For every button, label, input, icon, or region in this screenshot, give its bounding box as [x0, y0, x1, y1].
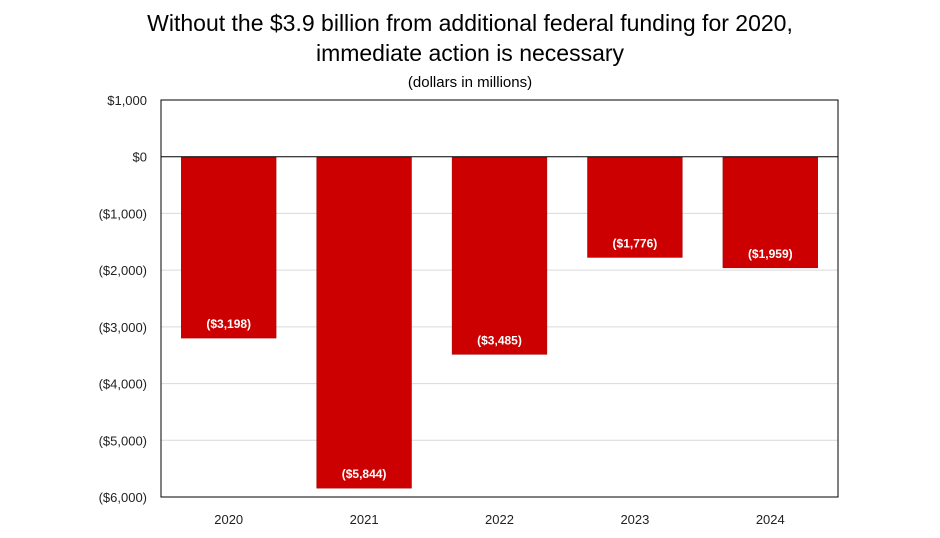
chart-title-line2: immediate action is necessary — [315, 40, 625, 66]
y-tick-label: ($2,000) — [99, 263, 147, 278]
chart-subtitle: (dollars in millions) — [407, 74, 533, 91]
data-label-2023: ($1,776) — [613, 236, 658, 250]
y-tick-label: ($5,000) — [99, 433, 147, 448]
x-tick-label-2020: 2020 — [214, 512, 243, 527]
data-label-2021: ($5,844) — [342, 467, 387, 481]
bar-2020 — [181, 156, 277, 339]
bar-2022 — [451, 156, 548, 355]
y-tick-label: ($6,000) — [99, 490, 147, 505]
data-label-2020: ($3,198) — [206, 317, 251, 331]
x-tick-label-2022: 2022 — [485, 512, 514, 527]
data-label-2024: ($1,959) — [748, 247, 793, 261]
bar-2023 — [587, 156, 683, 258]
x-tick-label-2024: 2024 — [756, 512, 785, 527]
data-label-2022: ($3,485) — [477, 333, 522, 347]
chart-title: Without the $3.9 billion from additional… — [0, 8, 940, 68]
x-tick-label-2023: 2023 — [620, 512, 649, 527]
y-tick-label: $0 — [133, 150, 147, 165]
y-tick-label: ($1,000) — [99, 206, 147, 221]
x-tick-label-2021: 2021 — [350, 512, 379, 527]
y-tick-label: ($4,000) — [99, 377, 147, 392]
y-tick-label: $1,000 — [107, 93, 147, 108]
y-tick-label: ($3,000) — [99, 320, 147, 335]
chart-title-line1: Without the $3.9 billion from additional… — [147, 10, 793, 36]
plot-border — [160, 99, 839, 498]
bar-2021 — [316, 156, 412, 489]
